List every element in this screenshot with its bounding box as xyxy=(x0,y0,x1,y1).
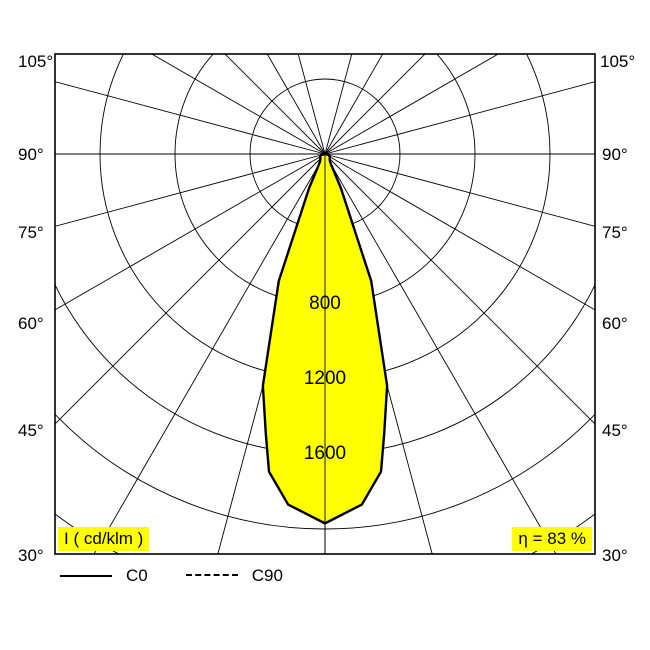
units-box: I ( cd/klm ) xyxy=(58,527,149,551)
efficiency-text: η = 83 % xyxy=(518,529,586,548)
ring-label-1200: 1200 xyxy=(304,368,346,390)
angle-label-75: 75° xyxy=(602,223,628,243)
polar-chart xyxy=(0,0,650,650)
angle-label-75: 75° xyxy=(18,223,44,243)
angle-label-60: 60° xyxy=(18,314,44,334)
angle-label-90: 90° xyxy=(18,145,44,165)
angle-label-45: 45° xyxy=(602,421,628,441)
angle-label-105: 105° xyxy=(600,52,635,72)
legend-solid-line xyxy=(60,575,112,577)
ring-label-800: 800 xyxy=(309,293,341,315)
legend-dashed-line xyxy=(186,574,238,578)
angle-label-30: 30° xyxy=(602,546,628,566)
legend-c0-label: C0 xyxy=(126,566,148,586)
angle-label-105: 105° xyxy=(18,52,53,72)
ring-label-1600: 1600 xyxy=(304,443,346,465)
angle-label-60: 60° xyxy=(602,314,628,334)
units-text: I ( cd/klm ) xyxy=(64,529,143,548)
efficiency-box: η = 83 % xyxy=(512,527,592,551)
angle-label-90: 90° xyxy=(602,145,628,165)
legend-c90-label: C90 xyxy=(252,566,283,586)
legend: C0 C90 xyxy=(60,566,283,586)
angle-label-45: 45° xyxy=(18,421,44,441)
angle-label-30: 30° xyxy=(18,546,44,566)
